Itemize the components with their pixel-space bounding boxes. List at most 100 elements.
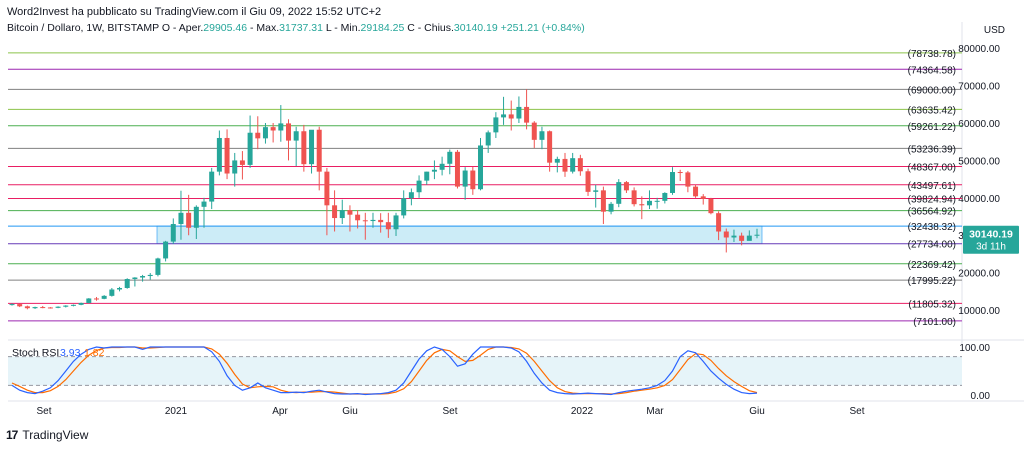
open-label: O - Aper. bbox=[161, 22, 204, 34]
tradingview-logo-icon: 17 bbox=[6, 428, 18, 442]
x-tick-label: 2022 bbox=[571, 406, 594, 417]
candle-body bbox=[600, 190, 606, 212]
candle-body bbox=[685, 172, 691, 187]
candle-body bbox=[593, 190, 599, 192]
candle-body bbox=[332, 205, 338, 219]
candle-body bbox=[78, 302, 84, 305]
low-value: 29184.25 bbox=[360, 22, 405, 34]
low-label: L - Min. bbox=[325, 22, 361, 34]
candle-body bbox=[32, 307, 38, 309]
x-tick-label: Set bbox=[849, 406, 864, 417]
level-label: (43497.61) bbox=[908, 181, 956, 192]
candle-body bbox=[531, 122, 537, 140]
candle-body bbox=[339, 210, 345, 219]
high-label: - Max. bbox=[250, 22, 280, 34]
candle-body bbox=[301, 131, 307, 165]
candle-body bbox=[708, 198, 714, 214]
candle-body bbox=[324, 171, 330, 206]
candle-body bbox=[93, 298, 99, 300]
candle-body bbox=[539, 131, 545, 140]
y-tick-label: 60000.00 bbox=[958, 119, 1000, 130]
candle-body bbox=[454, 151, 460, 187]
level-label: (69000.00) bbox=[908, 85, 956, 96]
candle-body bbox=[178, 212, 184, 225]
price-chart[interactable]: USD 80000.00 70000.00 60000.00 50000.00 40000… bbox=[0, 0, 1024, 345]
publisher-line: Word2Invest ha pubblicato su TradingView… bbox=[7, 6, 382, 18]
candle-body bbox=[393, 215, 399, 230]
candle-body bbox=[639, 204, 645, 206]
candle-body bbox=[163, 241, 169, 259]
candle-body bbox=[439, 163, 445, 170]
candle-body bbox=[478, 145, 484, 190]
candle-body bbox=[570, 158, 576, 172]
symbol-line: Bitcoin / Dollaro, 1W, BITSTAMP O - Aper… bbox=[7, 22, 585, 34]
rsi-y-tick-label: 0.00 bbox=[971, 391, 991, 402]
candle-body bbox=[70, 304, 76, 306]
candle-body bbox=[547, 131, 553, 163]
level-label: (7101.00) bbox=[913, 317, 956, 328]
candle-body bbox=[201, 201, 207, 207]
candle-body bbox=[224, 137, 230, 174]
level-label: (63635.42) bbox=[908, 105, 956, 116]
candle-body bbox=[370, 219, 376, 222]
candle-body bbox=[731, 235, 737, 238]
candle-body bbox=[401, 198, 407, 216]
rsi-y-tick-label: 100.00 bbox=[959, 343, 990, 354]
x-tick-label: 2021 bbox=[165, 406, 188, 417]
candle-body bbox=[293, 131, 299, 141]
x-tick-label: Set bbox=[36, 406, 51, 417]
change-value: +251.21 (+0.84%) bbox=[500, 22, 585, 34]
rsi-d-value: 1.82 bbox=[84, 347, 105, 359]
level-label: (78738.78) bbox=[908, 49, 956, 60]
candle-body bbox=[186, 212, 192, 228]
candle-body bbox=[309, 129, 315, 165]
rsi-k-line bbox=[11, 346, 758, 396]
currency-label: USD bbox=[984, 25, 1005, 36]
candle-body bbox=[155, 258, 161, 275]
stoch-rsi-panel[interactable]: Stoch RSI 3.93 1.82 100.00 0.00 Set 2021 Apr Giu… bbox=[0, 0, 1024, 425]
candle-body bbox=[24, 306, 30, 309]
y-tick-label: 80000.00 bbox=[958, 44, 1000, 55]
candle-body bbox=[754, 234, 760, 236]
candle-body bbox=[193, 206, 199, 228]
candle-body bbox=[285, 123, 291, 141]
candle-body bbox=[462, 170, 468, 187]
candle-body bbox=[86, 298, 92, 303]
level-label: (22369.42) bbox=[908, 260, 956, 271]
candle-body bbox=[109, 289, 115, 296]
candle-body bbox=[508, 114, 514, 119]
candle-body bbox=[40, 307, 46, 309]
candle-body bbox=[693, 186, 699, 197]
close-value: 30140.19 bbox=[453, 22, 498, 34]
candle-body bbox=[47, 307, 53, 309]
candle-body bbox=[262, 127, 268, 139]
level-label: (39824.94) bbox=[908, 194, 956, 205]
last-price-tag bbox=[963, 225, 1019, 254]
candle-body bbox=[493, 117, 499, 133]
candle-body bbox=[216, 137, 222, 172]
level-label: (36564.92) bbox=[908, 207, 956, 218]
candle-body bbox=[408, 192, 414, 199]
rsi-k-value: 3.93 bbox=[60, 347, 81, 359]
last-price-countdown: 3d 11h bbox=[976, 242, 1006, 253]
candle-body bbox=[501, 114, 507, 118]
candle-body bbox=[209, 171, 215, 202]
candle-body bbox=[616, 182, 622, 204]
level-label: (27734.00) bbox=[908, 240, 956, 251]
level-label: (48367.00) bbox=[908, 163, 956, 174]
candle-body bbox=[646, 200, 652, 206]
candle-body bbox=[554, 158, 560, 163]
candle-body bbox=[670, 172, 676, 193]
candle-body bbox=[654, 200, 660, 202]
x-tick-label: Giu bbox=[749, 406, 765, 417]
candle-body bbox=[124, 279, 130, 288]
candle-body bbox=[385, 222, 391, 230]
last-price-value: 30140.19 bbox=[969, 229, 1013, 241]
candle-body bbox=[355, 214, 361, 221]
chart-header: Word2Invest ha pubblicato su TradingView… bbox=[7, 6, 585, 34]
candle-body bbox=[362, 220, 368, 222]
y-tick-label: 10000.00 bbox=[958, 306, 1000, 317]
candle-body bbox=[9, 304, 15, 306]
y-tick-label: 50000.00 bbox=[958, 156, 1000, 167]
candle-body bbox=[424, 171, 430, 181]
